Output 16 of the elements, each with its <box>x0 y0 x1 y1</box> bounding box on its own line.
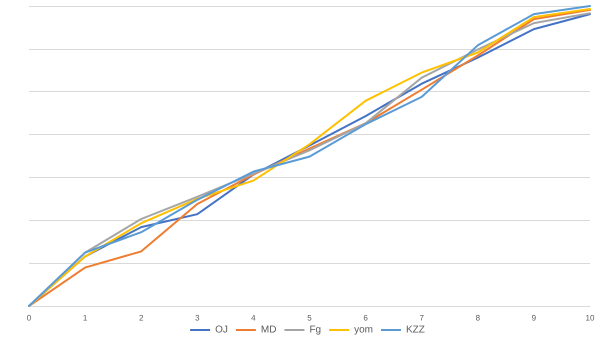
legend-label: OJ <box>215 324 228 336</box>
x-tick-label: 8 <box>476 314 481 322</box>
legend-label: MD <box>260 324 276 336</box>
x-tick-label: 1 <box>82 314 88 322</box>
x-tick-label: 9 <box>532 314 537 322</box>
legend-label: KZZ <box>406 324 425 336</box>
legend-label: yom <box>354 324 374 336</box>
x-tick-label: 0 <box>26 314 32 322</box>
legend-label: Fg <box>309 324 322 336</box>
x-tick-label: 7 <box>419 314 424 322</box>
x-tick-label: 4 <box>251 314 256 322</box>
x-tick-label: 10 <box>586 314 595 322</box>
x-tick-label: 5 <box>307 314 312 322</box>
x-tick-label: 3 <box>195 314 200 322</box>
x-tick-label: 2 <box>138 314 144 322</box>
x-tick-label: 6 <box>363 314 368 322</box>
